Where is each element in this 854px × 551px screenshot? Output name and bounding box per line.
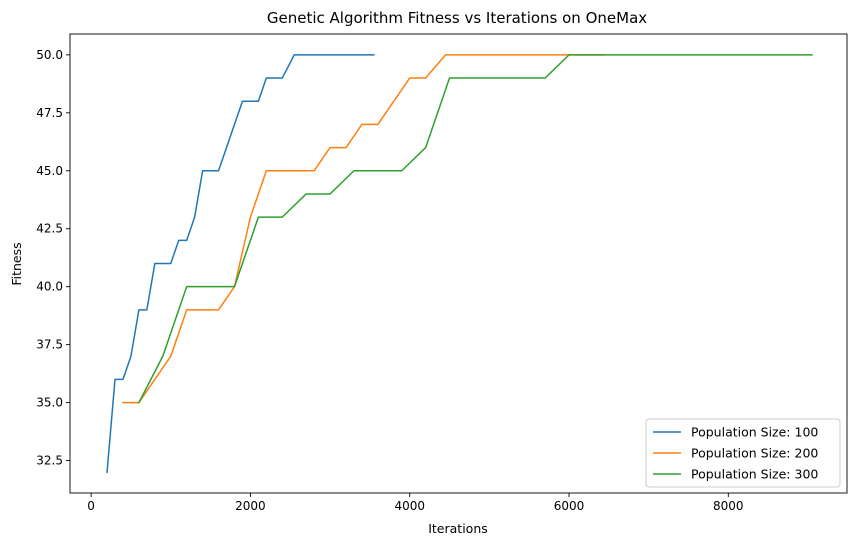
series-line-3 bbox=[137, 54, 813, 404]
x-tick-label: 0 bbox=[87, 499, 95, 513]
x-axis-label: Iterations bbox=[428, 521, 488, 536]
y-tick-label: 45.0 bbox=[36, 164, 63, 178]
legend: Population Size: 100 Population Size: 200… bbox=[645, 418, 841, 488]
series-line-2 bbox=[122, 54, 606, 404]
y-tick-label: 40.0 bbox=[36, 280, 63, 294]
y-axis-ticks: 32.5 35.0 37.5 40.0 42.5 45.0 47.5 50.0 bbox=[36, 48, 70, 468]
x-tick-label: 2000 bbox=[235, 499, 266, 513]
y-tick-label: 35.0 bbox=[36, 396, 63, 410]
x-tick-label: 4000 bbox=[394, 499, 425, 513]
series-layer bbox=[106, 54, 813, 473]
x-tick-label: 8000 bbox=[713, 499, 744, 513]
legend-label-3: Population Size: 300 bbox=[691, 467, 818, 482]
axes-frame bbox=[69, 33, 848, 494]
y-axis-label: Fitness bbox=[9, 242, 24, 285]
series-line-1 bbox=[106, 54, 375, 473]
y-tick-label: 32.5 bbox=[36, 454, 63, 468]
x-axis-ticks: 0 2000 4000 6000 8000 bbox=[87, 493, 744, 513]
y-tick-label: 47.5 bbox=[36, 106, 63, 120]
legend-label-2: Population Size: 200 bbox=[691, 446, 818, 461]
y-tick-label: 50.0 bbox=[36, 48, 63, 62]
legend-box bbox=[645, 418, 841, 488]
y-tick-label: 37.5 bbox=[36, 338, 63, 352]
y-tick-label: 42.5 bbox=[36, 222, 63, 236]
chart-title: Genetic Algorithm Fitness vs Iterations … bbox=[267, 9, 647, 27]
x-tick-label: 6000 bbox=[554, 499, 585, 513]
legend-label-1: Population Size: 100 bbox=[691, 425, 818, 440]
